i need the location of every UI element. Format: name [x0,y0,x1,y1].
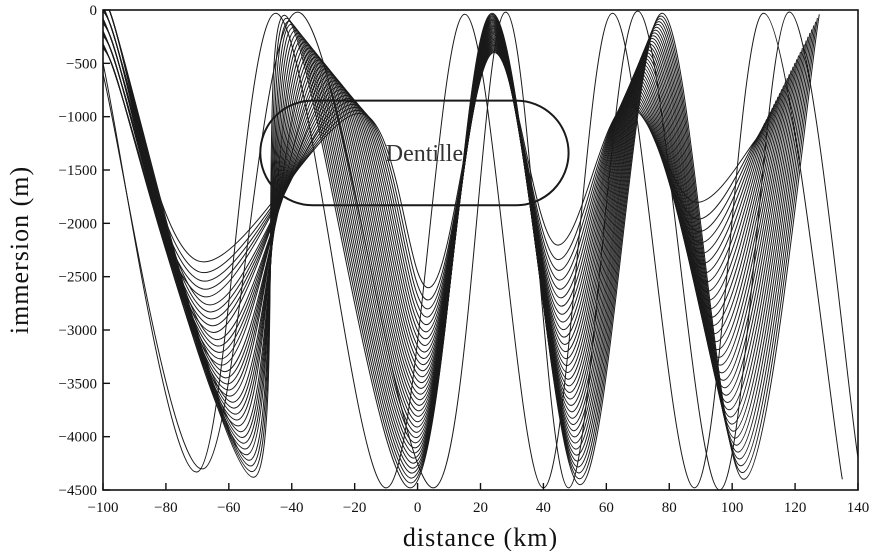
x-tick-label: 60 [599,500,614,516]
x-tick-label: 20 [473,500,488,516]
x-tick-label: −20 [343,500,366,516]
x-tick-label: −100 [88,500,119,516]
x-tick-label: −80 [154,500,177,516]
y-axis-ticks: 0 −500 −1000 −1500 −2000 −2500 −3000 −3500 −4000… [59,3,110,499]
dentille-label: Dentille [386,141,463,167]
y-tick-label: 0 [90,3,98,19]
y-tick-label: −3000 [59,323,97,339]
y-tick-label: −2000 [59,216,97,232]
y-tick-label: −4500 [59,483,97,499]
x-tick-label: 40 [536,500,551,516]
ray-path [103,47,766,325]
x-tick-label: 80 [662,500,677,516]
y-tick-label: −1500 [59,163,97,179]
y-tick-label: −4000 [59,430,97,446]
dentille-zone-outline [259,99,570,207]
y-axis-label: immersion (m) [5,166,34,334]
steep-ray-path [103,10,858,490]
y-tick-label: −1000 [59,110,97,126]
annotation-zone: Dentille [259,99,570,207]
x-tick-label: 100 [721,500,744,516]
x-axis-label: distance (km) [403,523,558,551]
x-tick-label: 0 [414,500,422,516]
x-tick-label: −40 [280,500,303,516]
x-tick-label: −60 [217,500,240,516]
steep-ray-path [103,12,843,489]
ray-paths [103,10,858,490]
y-tick-label: −500 [66,56,97,72]
x-tick-label: 120 [784,500,807,516]
ray-path [103,13,818,484]
ray-path [103,10,817,479]
y-tick-label: −3500 [59,376,97,392]
y-tick-label: −2500 [59,270,97,286]
ray-path [103,12,820,489]
x-tick-label: 140 [847,500,870,516]
x-axis-ticks: −100 −80 −60 −40 −20 0 20 40 60 80 100 120 140 [88,483,870,516]
